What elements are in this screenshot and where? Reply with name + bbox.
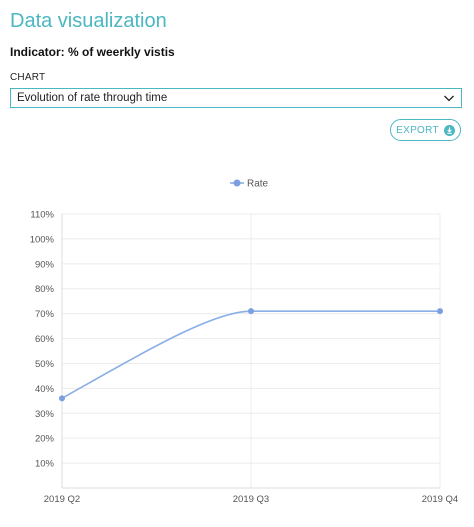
y-tick-label: 20%: [35, 434, 55, 445]
download-icon: [443, 124, 455, 136]
legend-label-rate: Rate: [247, 179, 269, 190]
y-tick-label: 80%: [35, 284, 55, 295]
series-line-rate: [61, 310, 440, 400]
x-tick-label: 2019 Q3: [233, 494, 269, 505]
rate-line-chart: 10% 20% 30% 40% 50% 60% 70% 80% 90% 100% 110% 2019 …: [30, 179, 459, 506]
legend-marker-rate: [233, 179, 241, 187]
y-tick-label: 70%: [35, 309, 55, 320]
y-tick-label: 40%: [35, 384, 55, 395]
y-tick-label: 100%: [30, 234, 55, 245]
chart-type-selected-value: Evolution of rate through time: [17, 92, 168, 104]
page-title: Data visualization: [10, 10, 167, 32]
y-tick-label: 10%: [35, 459, 55, 470]
x-tick-label: 2019 Q4: [422, 494, 458, 505]
y-tick-label: 30%: [35, 409, 55, 420]
export-button[interactable]: EXPORT: [390, 119, 461, 141]
chevron-down-icon: [444, 95, 454, 102]
x-tick-label: 2019 Q2: [44, 494, 80, 505]
y-tick-label: 110%: [30, 210, 54, 221]
indicator-label: Indicator: % of weerkly vistis: [10, 45, 175, 59]
data-point-rate: [59, 395, 65, 402]
y-tick-label: 90%: [35, 259, 55, 270]
export-button-label: EXPORT: [396, 124, 439, 136]
y-tick-label: 50%: [35, 359, 55, 370]
chart-select-label: CHART: [10, 72, 46, 83]
chart-type-select[interactable]: Evolution of rate through time: [10, 88, 462, 108]
y-tick-label: 60%: [35, 334, 55, 345]
data-point-rate: [437, 308, 443, 315]
data-point-rate: [248, 308, 254, 315]
